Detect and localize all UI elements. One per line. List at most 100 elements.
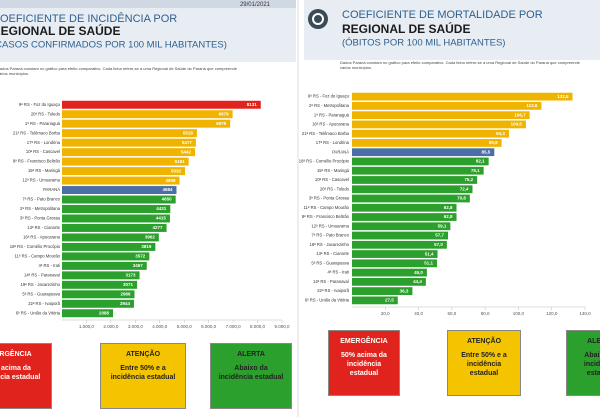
value-label: 57,7 [435,233,444,238]
value-label: 36,3 [400,288,409,293]
y-tick-label: 2ª RS - Metropolitana [309,103,350,108]
alert-box: EMERGÊNCIA 50% acima da incidência estadu… [328,330,400,396]
chart-title: COEFICIENTE DE MORTALIDADE POR [342,9,543,21]
bar [62,290,135,299]
alert-box: ALERTA Abaixo da incidência estadual [210,343,292,409]
bar [352,287,413,295]
y-tick-label: PARANÁ [332,149,349,154]
value-label: 5518 [183,130,194,135]
x-tick-label: 60,0 [447,311,456,316]
bar [62,261,147,270]
value-label: 51,1 [424,261,433,266]
y-tick-label: 6ª RS - União da Vitória [305,297,350,302]
y-tick-label: 13ª RS - Cianorte [316,251,349,256]
value-label: 3467 [133,263,144,268]
bar [352,259,438,268]
y-tick-label: 10ª RS - Cascavel [26,149,60,154]
bar [62,214,170,223]
y-tick-label: 10ª RS - Cascavel [315,177,349,182]
value-label: 27,5 [385,298,394,303]
alert-text: 50% acima da incidência estadual [341,352,387,377]
x-tick-label: 1.000,0 [79,324,95,329]
bar [352,194,470,203]
bar [62,129,197,138]
value-label: 5477 [182,140,193,145]
bar [352,166,484,175]
y-tick-label: 3ª RS - Ponta Grossa [20,216,61,221]
bar [352,250,438,258]
y-tick-label: PARANÁ [43,187,60,192]
value-label: 113,8 [526,103,538,108]
value-label: 4684 [162,187,173,192]
value-label: 5181 [175,159,186,164]
header-left [0,0,296,62]
value-label: 59,1 [438,223,447,228]
chart-title: (ÓBITOS POR 100 MIL HABITANTES) [342,38,505,49]
value-label: 72,4 [460,186,469,191]
x-tick-label: 8.000,0 [250,324,266,329]
value-label: 4808 [166,178,177,183]
value-label: 4431 [156,206,167,211]
value-label: 2088 [99,310,110,315]
alert-text: 50% acima da incidência estadual [0,365,41,381]
y-tick-label: 16ª RS - Apucarana [23,235,61,240]
bar [62,157,189,166]
value-label: 3962 [145,235,156,240]
value-label: 2966 [120,291,131,296]
y-tick-label: 19ª RS - Jacarezinho [21,282,61,287]
x-tick-label: 40,0 [414,311,423,316]
bar [352,203,457,212]
value-label: 94,3 [496,131,505,136]
value-label: 3819 [141,244,152,249]
y-tick-label: 8ª RS - Francisco Beltrão [13,159,61,164]
bar [62,299,134,308]
bar [352,185,473,194]
x-tick-label: 120,0 [546,311,558,316]
y-tick-label: 11ª RS - Campo Mourão [304,205,350,210]
bar [352,277,426,286]
value-label: 62,8 [444,205,453,210]
value-label: 51,4 [425,251,434,256]
alert-box: EMERGÊNCIA 50% acima da incidência estadu… [0,343,52,409]
bar [62,186,177,195]
value-label: 3572 [135,254,146,259]
y-tick-label: 14ª RS - Paranavaí [313,279,350,284]
y-tick-label: 19ª RS - Jacarezinho [310,242,350,247]
bar [62,309,114,318]
y-tick-label: 4ª RS - Irati [38,263,60,268]
bar [62,252,150,261]
bar [62,223,167,232]
alert-title: ALERTA [587,338,600,345]
value-label: 57,0 [434,242,443,247]
alert-text: Abaixo da incidência estadual [583,352,600,377]
y-tick-label: 22ª RS - Ivaiporã [28,301,60,306]
chart-title: REGIONAL DE SAÚDE [342,21,470,36]
y-tick-label: 22ª RS - Ivaiporã [317,288,349,293]
bar [62,205,171,213]
x-tick-label: 20,0 [381,311,390,316]
bar [352,111,530,120]
header-right [304,0,600,60]
value-label: 4415 [156,216,167,221]
x-tick-label: 80,0 [481,311,490,316]
bar [352,148,495,157]
y-tick-label: 6ª RS - União da Vitória [16,310,61,315]
y-tick-label: 17ª RS - Londrina [27,140,61,145]
y-tick-label: 18ª RS - Cornélio Procópio [10,244,61,249]
value-label: 5442 [181,149,192,154]
value-label: 70,8 [457,196,466,201]
x-tick-label: 6.000,0 [201,324,217,329]
bar [352,268,427,277]
bar [62,242,156,251]
x-tick-label: 140,0 [579,311,591,316]
y-tick-label: 21ª RS - Telêmaco Borba [13,130,61,135]
bar [352,157,489,166]
y-tick-label: 15ª RS - Maringá [317,168,350,173]
y-tick-label: 12ª RS - Umuarama [22,178,60,183]
y-tick-label: 9ª RS - Foz do Iguaçu [19,102,61,107]
alert-title: EMERGÊNCIA [340,338,388,345]
y-tick-label: 20ª RS - Toledo [31,111,61,116]
x-tick-label: 5.000,0 [177,324,193,329]
